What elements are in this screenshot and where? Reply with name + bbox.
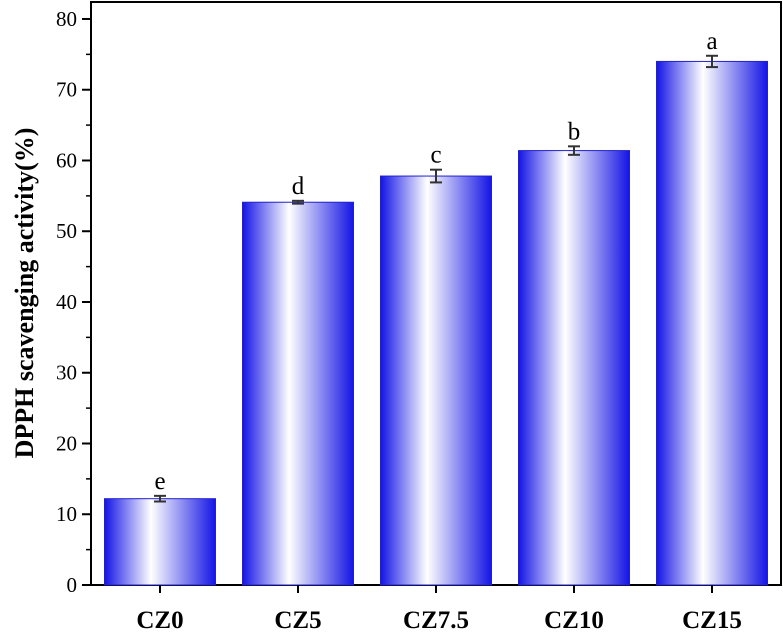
bar (656, 60, 768, 586)
x-tick-label: CZ5 (274, 607, 321, 634)
significance-letter: e (154, 468, 165, 495)
y-tick-label: 0 (67, 573, 78, 597)
y-tick-label: 30 (56, 361, 77, 385)
bar (242, 201, 354, 586)
x-tick-label: CZ15 (682, 607, 742, 634)
significance-letter: d (292, 173, 305, 200)
x-tick-label: CZ7.5 (403, 607, 469, 634)
x-tick-label: CZ10 (544, 607, 604, 634)
bar (104, 498, 216, 586)
y-tick-label: 40 (56, 290, 77, 314)
y-tick-label: 80 (56, 7, 77, 31)
significance-letter: a (706, 28, 717, 55)
y-axis-title: DPPH scavenging activity(%) (10, 128, 39, 459)
significance-letter: c (430, 142, 441, 169)
y-tick-label: 70 (56, 78, 77, 102)
significance-letter: b (568, 118, 581, 145)
plot-area: 0 10 20 30 40 50 60 70 80 e CZ0 d CZ5 c CZ7.5 b CZ10 a CZ1… (56, 1, 782, 634)
y-tick-label: 10 (56, 502, 77, 526)
y-tick-label: 60 (56, 148, 77, 172)
x-tick-label: CZ0 (136, 607, 183, 634)
y-tick-label: 20 (56, 431, 77, 455)
bar (518, 150, 630, 586)
y-tick-label: 50 (56, 219, 77, 243)
bar (380, 175, 492, 586)
